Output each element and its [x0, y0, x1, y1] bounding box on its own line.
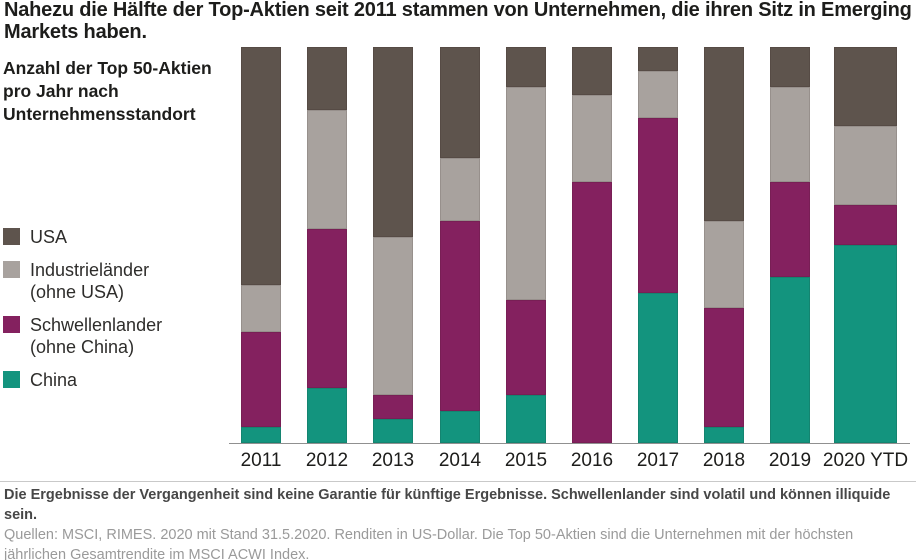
bar-segment-schwellenlaender-2019 — [770, 181, 810, 277]
legend-label-industrielaender: Industrieländer (ohne USA) — [30, 260, 150, 302]
bar-segment-china-2019 — [770, 276, 810, 443]
bar-segment-industrielaender-2015 — [506, 86, 546, 301]
legend-item-industrielaender: Industrieländer (ohne USA) — [3, 259, 235, 303]
legend-label-china: China — [30, 370, 78, 390]
bar-segment-schwellenlaender-2015 — [506, 300, 546, 396]
figure-title: Nahezu die Hälfte der Top-Aktien seit 20… — [4, 0, 912, 43]
bar-segment-usa-2011 — [241, 47, 281, 285]
sources-text: Quellen: MSCI, RIMES. 2020 mit Stand 31.… — [4, 527, 854, 560]
bar-segment-industrielaender-2018 — [704, 221, 744, 309]
bar-segment-industrielaender-2011 — [241, 284, 281, 333]
bar-segment-usa-2019 — [770, 47, 810, 87]
bar-segment-china-2017 — [638, 292, 678, 443]
bar-segment-schwellenlaender-2011 — [241, 332, 281, 428]
bar-segment-china-2012 — [307, 387, 347, 443]
bar-segment-schwellenlaender-2017 — [638, 118, 678, 293]
bar-segment-usa-2020-ytd — [834, 47, 897, 127]
x-axis-label-2017: 2017 — [636, 450, 680, 471]
bar-segment-usa-2012 — [307, 47, 347, 111]
bar-segment-usa-2016 — [572, 47, 612, 95]
bar-segment-china-2020-ytd — [834, 245, 897, 443]
bar-segment-schwellenlaender-2018 — [704, 308, 744, 428]
legend: USA Industrieländer (ohne USA) Schwellenlan… — [3, 226, 235, 391]
bar-segment-schwellenlaender-2014 — [440, 221, 480, 412]
x-axis-label-2020-ytd: 2020 YTD — [822, 450, 909, 471]
bar-segment-schwellenlaender-2020-ytd — [834, 205, 897, 245]
x-axis-label-2018: 2018 — [702, 450, 746, 471]
bar-segment-industrielaender-2016 — [572, 94, 612, 182]
legend-swatch-china — [3, 371, 20, 388]
bar-segment-schwellenlaender-2012 — [307, 229, 347, 388]
x-axis-label-2015: 2015 — [504, 450, 548, 471]
bar-segment-industrielaender-2013 — [373, 237, 413, 396]
bar-segment-usa-2017 — [638, 47, 678, 71]
disclaimer-text: Die Ergebnisse der Vergangenheit sind ke… — [4, 487, 891, 523]
legend-item-usa: USA — [3, 226, 235, 248]
bar-segment-industrielaender-2020-ytd — [834, 126, 897, 206]
bar-segment-china-2014 — [440, 411, 480, 443]
bar-segment-china-2018 — [704, 427, 744, 443]
bar-segment-industrielaender-2019 — [770, 86, 810, 182]
legend-label-schwellenlaender: Schwellenlander (ohne China) — [30, 315, 163, 357]
x-axis-label-2011: 2011 — [240, 450, 282, 471]
bar-segment-china-2013 — [373, 419, 413, 443]
legend-label-usa: USA — [30, 227, 68, 247]
bar-segment-china-2015 — [506, 395, 546, 443]
bar-segment-usa-2018 — [704, 47, 744, 222]
legend-swatch-schwellenlaender — [3, 316, 20, 333]
x-axis-label-2019: 2019 — [768, 450, 812, 471]
x-axis-label-2014: 2014 — [438, 450, 482, 471]
x-axis-label-2016: 2016 — [570, 450, 614, 471]
x-axis-line — [229, 443, 910, 444]
bar-segment-usa-2014 — [440, 47, 480, 158]
bar-segment-schwellenlaender-2016 — [572, 181, 612, 443]
bar-segment-industrielaender-2012 — [307, 110, 347, 230]
bar-segment-industrielaender-2017 — [638, 70, 678, 119]
footer-divider — [0, 481, 916, 482]
legend-swatch-usa — [3, 228, 20, 245]
bar-segment-usa-2015 — [506, 47, 546, 87]
bar-segment-china-2011 — [241, 427, 281, 443]
legend-item-china: China — [3, 369, 235, 391]
legend-swatch-industrielaender — [3, 261, 20, 278]
legend-item-schwellenlaender: Schwellenlander (ohne China) — [3, 314, 235, 358]
chart-subtitle: Anzahl der Top 50-Aktien pro Jahr nach U… — [3, 58, 212, 124]
bar-segment-usa-2013 — [373, 47, 413, 238]
x-axis-label-2012: 2012 — [305, 450, 349, 471]
bar-segment-schwellenlaender-2013 — [373, 395, 413, 420]
bar-segment-industrielaender-2014 — [440, 157, 480, 222]
x-axis-label-2013: 2013 — [371, 450, 415, 471]
